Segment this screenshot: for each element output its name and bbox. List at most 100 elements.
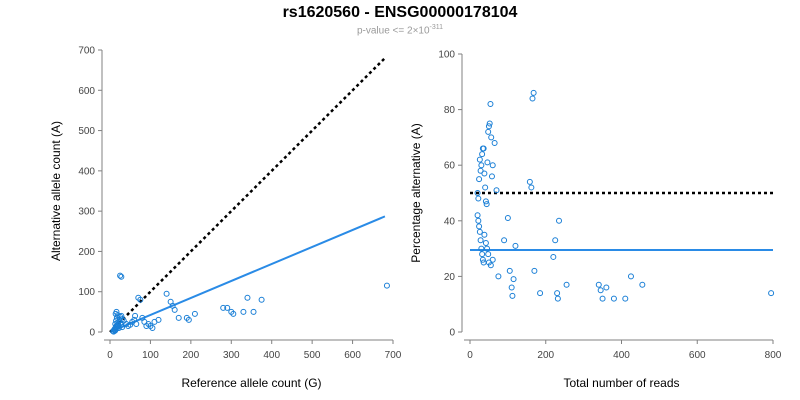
panel2-data-point [483,201,490,208]
panel1-x-tick-label: 600 [344,350,361,361]
panel2-data-point [622,295,629,302]
panel1-data-point [113,308,120,315]
panel1-data-point [117,272,124,279]
panel1-data-point [224,304,231,311]
panel2-x-tick-label: 800 [765,350,782,361]
panel2-y-tick-label: 60 [444,161,456,172]
panel2-data-point [563,281,570,288]
panel1-x-tick-label: 700 [385,350,402,361]
panel2-data-point [597,287,604,294]
panel2-data-point [474,190,481,196]
panel2-x-axis-title: Total number of reads [563,376,679,390]
panel2-data-point [479,151,486,158]
panel2-data-point [486,120,493,127]
panel1-y-tick-label: 200 [78,247,95,258]
panel2-data-point [530,89,537,96]
panel2-data-point [603,284,610,291]
panel2-data-point [482,184,489,191]
panel1-y-tick-label: 100 [78,287,95,298]
panel2-data-point [526,178,533,185]
panel2-data-point [556,217,563,224]
panel2-data-point [484,245,491,252]
panel2-x-tick-label: 200 [537,350,554,361]
panel1-data-point [175,314,182,321]
panel2-data-point [554,290,561,297]
panel2-data-point [488,173,495,180]
panel2-data-point [610,295,617,302]
panel2-data-point [510,276,517,283]
panel2-data-point [639,281,646,288]
panel2-data-point [595,281,602,288]
panel2-data-point [478,245,485,252]
panel1-data-point [244,294,251,301]
panel1-data-point [113,317,120,324]
panel1-y-tick-label: 700 [78,46,95,57]
panel2-data-point [487,262,494,269]
panel1-data-point [230,310,237,317]
panel2-data-point [599,295,606,302]
panel2-data-point [493,187,500,194]
panel2-data-point [537,290,544,297]
panel2-data-point [550,253,557,260]
panel1-y-tick-label: 600 [78,86,95,97]
panel1-x-tick-label: 400 [263,350,280,361]
panel1-y-tick-label: 500 [78,126,95,137]
panel2-data-point [529,95,536,102]
panel1-data-point [112,320,119,327]
panel2-data-point [476,223,483,230]
panel2-data-point [475,217,482,224]
panel2-data-point [482,240,489,247]
panel1-y-tick-label: 400 [78,166,95,177]
panel1-x-tick-label: 200 [183,350,200,361]
chart-subtitle: p-value <= 2×10-311 [0,24,800,36]
panel2-data-point [476,156,483,163]
panel2-data-point [485,128,492,135]
panel2-data-point [501,237,508,244]
panel1-data-point [383,282,390,289]
panel1-x-tick-label: 100 [142,350,159,361]
panel2-data-point [552,237,559,244]
panel2-data-point [476,228,483,235]
panel2-data-point [485,123,492,130]
panel2-data-point [768,290,775,297]
panel2-data-point [509,292,516,299]
panel2-data-point [528,184,535,191]
panel2-data-point [478,162,485,169]
panel2-data-point [506,267,513,274]
panel2-data-point [481,231,488,238]
panel1-x-tick-label: 500 [304,350,321,361]
panel2-data-point [485,251,492,258]
pvalue-text: p-value <= 2×10 [356,25,430,37]
panel1-data-point [133,320,140,327]
panel2-data-point [554,295,561,302]
pvalue-exponent: -311 [429,24,444,31]
panel2-data-point [476,176,483,183]
panel2-data-point [488,134,495,141]
panel1-data-point [155,316,162,323]
panel1-reference-line [109,57,386,333]
panel1-data-point [118,312,125,319]
panel2-data-point [508,284,515,291]
panel1-data-point [171,306,178,313]
panel1-data-point [250,308,257,315]
panel2-x-tick-label: 400 [613,350,630,361]
panel1-y-axis-title: Alternative allele count (A) [49,121,63,261]
panel2-data-point [475,195,482,202]
panel2-x-tick-label: 600 [689,350,706,361]
panel2-y-tick-label: 80 [444,105,456,116]
panel2-data-point [482,198,489,205]
panel1-y-tick-label: 300 [78,207,95,218]
panel2-data-point [491,139,498,146]
panel2-data-point [627,273,634,280]
panel1-data-point [118,273,125,280]
panel2-y-tick-label: 20 [444,272,456,283]
panel2-data-point [480,145,487,152]
panel2-data-point [481,170,488,177]
panel1-x-tick-label: 0 [107,350,113,361]
panel2-y-tick-label: 0 [449,328,455,339]
panel2-y-tick-label: 100 [438,50,455,61]
panel1-fit-line [109,215,386,333]
panel2-data-point [489,162,496,169]
panel2-data-point [531,267,538,274]
